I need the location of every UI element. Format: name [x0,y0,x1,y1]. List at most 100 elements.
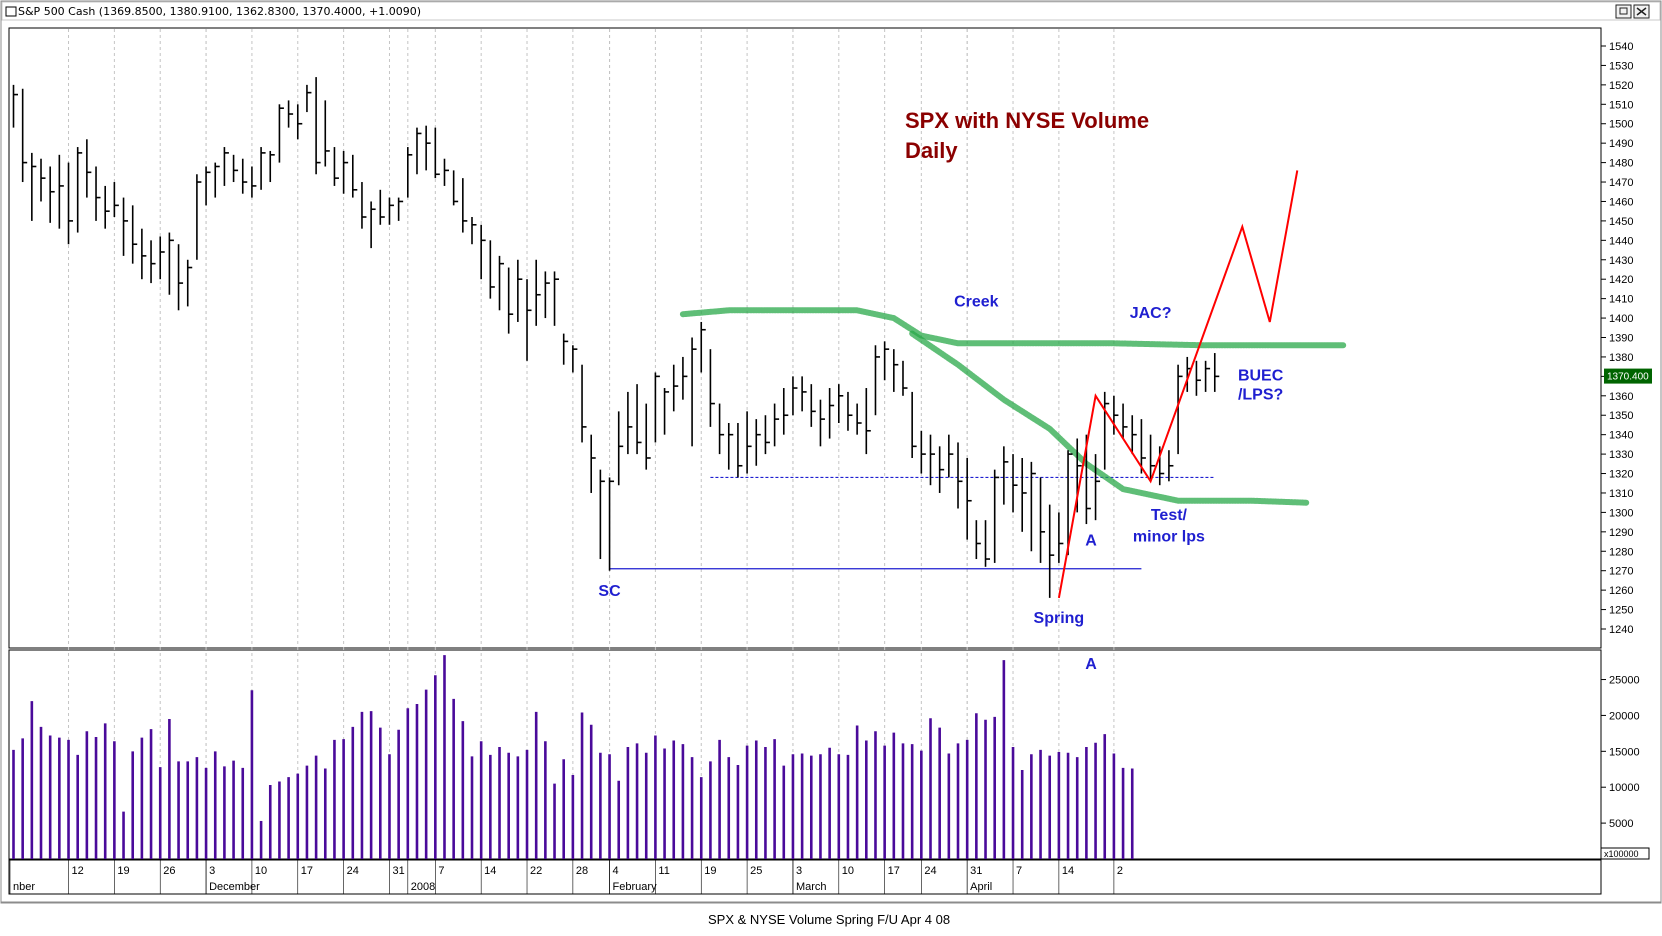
price-bar [938,446,945,493]
price-tick-label: 1480 [1609,158,1633,170]
price-bar [397,197,404,221]
price-bar [1021,457,1027,532]
price-bar [223,147,229,186]
price-bar [205,166,211,206]
volume-tick-label: 20000 [1609,710,1640,722]
price-bar [654,372,660,443]
price-bar [553,271,560,326]
price-bar [12,84,18,128]
date-tick-label: 3 [796,865,802,877]
price-bar [727,423,734,470]
date-tick-label: 17 [888,865,900,877]
date-tick-label: 28 [576,865,588,877]
price-bar [902,360,908,396]
price-bar [562,333,569,365]
price-panel [8,27,1602,649]
price-bar [58,154,64,229]
price-bar [856,403,862,435]
last-price-tag: 1370.400 [1604,368,1652,384]
projection-path [1057,170,1299,599]
price-bar [828,388,835,439]
volume-tick-label: 25000 [1609,675,1640,687]
price-tick-label: 1320 [1609,469,1633,481]
projection-line [1057,170,1299,599]
price-tick-label: 1500 [1609,119,1633,131]
annotation-label: Creek [954,293,999,310]
price-bar [361,182,367,229]
price-bar [636,384,642,455]
chart-title: SPX with NYSE Volume [905,108,1149,133]
price-bar [517,259,523,322]
price-bar [526,279,532,361]
volume-panel [8,649,1602,860]
price-bar [21,88,28,183]
price-bar [104,185,110,229]
price-tick-label: 1340 [1609,430,1633,442]
date-tick-label: 10 [255,865,267,877]
price-bar [1204,360,1211,392]
price-tick-label: 1400 [1609,313,1633,325]
price-bar [241,158,248,194]
price-bar [196,174,202,260]
restore-button[interactable] [1615,4,1632,19]
price-bar [1140,419,1146,474]
price-bar [1113,395,1119,435]
price-bar [86,139,92,198]
chart-subtitle: Daily [905,138,958,163]
date-tick-label: 4 [613,865,619,877]
date-tick-label: 11 [658,865,669,877]
price-bar [1213,353,1220,392]
date-tick-label: March [796,881,827,893]
date-tick-label: 12 [72,865,84,877]
price-bar [627,391,633,455]
price-bar [443,158,449,186]
price-bar [498,255,505,311]
price-bar [342,150,349,194]
price-bar [379,189,385,225]
price-bar [645,403,651,470]
price-bar [489,240,495,299]
close-button[interactable] [1633,4,1650,19]
price-bar [333,147,339,186]
price-tick-label: 1240 [1609,624,1633,636]
price-tick-label: 1330 [1609,449,1633,461]
volume-scale-box: x100000 [1600,847,1650,860]
price-bar [801,376,807,412]
date-tick-label: 7 [438,865,444,877]
price-bar [168,232,174,295]
price-bar [31,152,37,221]
price-bar [810,384,816,427]
support-lines [609,476,1215,570]
price-tick-label: 1280 [1609,546,1633,558]
date-tick-label: 2008 [411,881,435,893]
price-bar [691,337,697,447]
price-bar [782,388,789,435]
price-bar [865,388,871,455]
price-bar [232,154,239,183]
price-bar [544,271,550,319]
date-axis-strip [8,859,1602,895]
annotations: SC Creek JAC? Spring A Test/minor lps BUEC/LPS… [598,293,1283,673]
price-bar [672,364,679,412]
date-tick-label: nber [13,881,35,893]
price-tick-label: 1460 [1609,196,1633,208]
price-tick-label: 1380 [1609,352,1633,364]
price-bar [186,259,193,307]
annotation-label: minor lps [1133,529,1205,546]
price-bar [1195,360,1201,396]
price-bars [12,77,1220,598]
price-bar [1149,434,1156,482]
price-bar [296,104,303,140]
price-bar [883,341,890,381]
price-bar [370,201,376,249]
price-bar [471,217,477,245]
price-bar [1122,403,1128,439]
price-tick-label: 1410 [1609,294,1633,306]
price-bar [40,158,46,202]
price-bar [131,205,138,264]
price-bar [709,349,715,427]
annotation-label: /LPS? [1238,387,1283,404]
price-bar [984,520,991,567]
price-bar [324,100,330,167]
